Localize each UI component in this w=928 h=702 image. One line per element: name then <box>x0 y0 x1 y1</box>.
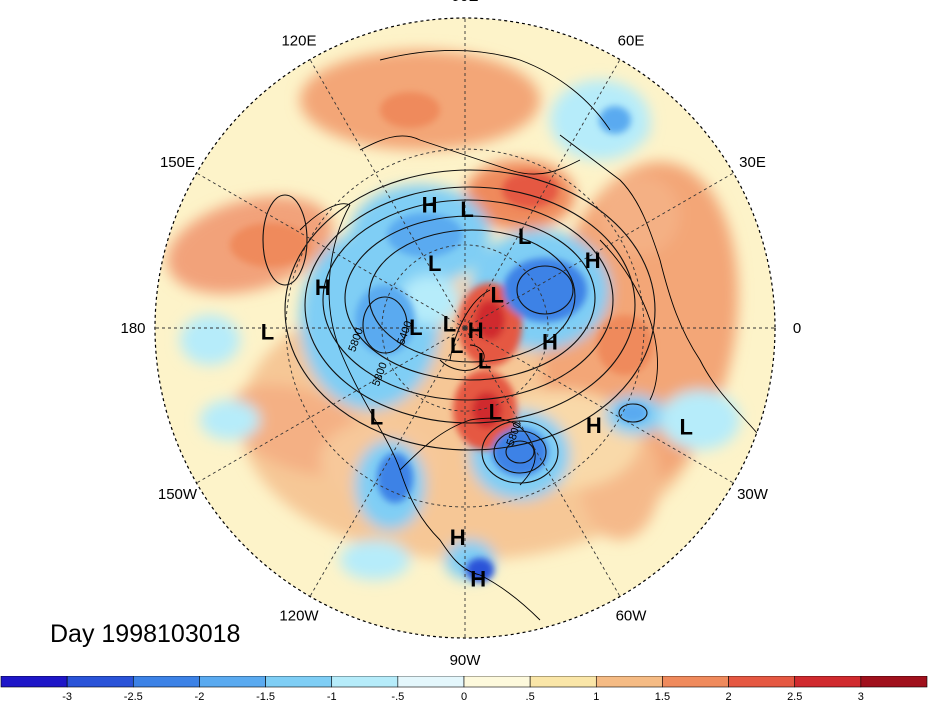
colorbar-tick-label: 0 <box>461 691 467 702</box>
lon-label-60w: 60W <box>616 608 648 625</box>
low-pressure-marker: L <box>428 251 441 276</box>
lat-lon-grid <box>155 18 775 638</box>
high-pressure-marker: H <box>468 318 484 343</box>
low-pressure-marker: L <box>489 400 502 425</box>
lon-label-150e: 150E <box>160 154 195 171</box>
lon-label-150w: 150W <box>158 486 198 503</box>
colorbar-tick-label: -2.5 <box>124 691 143 702</box>
lon-label-30e: 30E <box>739 154 766 171</box>
coastlines <box>299 50 771 621</box>
colorbar-swatch <box>794 676 862 688</box>
map-title: Day 1998103018 <box>50 620 241 648</box>
colorbar-tick-label: 1 <box>593 691 599 702</box>
low-pressure-marker: L <box>450 333 463 358</box>
lon-label-90e: 90E <box>452 0 479 5</box>
lon-label-90w: 90W <box>450 652 482 669</box>
low-pressure-marker: L <box>370 405 383 430</box>
low-pressure-marker: L <box>490 283 503 308</box>
lon-label-60e: 60E <box>618 32 645 49</box>
colorbar-swatch <box>132 676 200 688</box>
colorbar-tick-label: 2 <box>726 691 732 702</box>
lon-label-120e: 120E <box>281 32 316 49</box>
colorbar-swatch <box>397 676 465 688</box>
longitude-labels: 90E 120E 60E 150E 30E 180 0 150W 30W 120W 60W 90W <box>120 0 801 669</box>
colorbar-swatch <box>463 676 531 688</box>
colorbar-tick-label: -3 <box>62 691 72 702</box>
colorbar-swatch <box>662 676 729 688</box>
lon-label-30w: 30W <box>737 486 769 503</box>
lon-label-0: 0 <box>793 320 801 337</box>
colorbar-tick-label: -2 <box>195 691 205 702</box>
colorbar-swatch <box>860 676 928 688</box>
colorbar-swatch <box>66 676 134 688</box>
colorbar-swatch <box>529 676 597 688</box>
colorbar-tick-label: 1.5 <box>655 691 670 702</box>
high-pressure-marker: H <box>542 329 558 354</box>
colorbar-tick-label: -1 <box>327 691 337 702</box>
colorbar-tick-labels: -3 -2.5 -2 -1.5 -1 -.5 0 .5 1 1.5 2 2.5 3 <box>62 691 864 702</box>
colorbar-swatch <box>0 676 68 688</box>
colorbar-tick-label: 2.5 <box>787 691 802 702</box>
colorbar-swatch <box>199 676 266 688</box>
low-pressure-marker: L <box>261 319 274 344</box>
colorbar-tick-label: -.5 <box>391 691 404 702</box>
high-pressure-marker: H <box>422 193 438 218</box>
low-pressure-marker: L <box>460 197 473 222</box>
colorbar-swatch <box>265 676 333 688</box>
map-boundary <box>154 17 776 639</box>
lon-label-120w: 120W <box>279 608 319 625</box>
colorbar-tick-label: .5 <box>526 691 535 702</box>
high-pressure-marker: H <box>586 413 602 438</box>
colorbar-tick-label: -1.5 <box>256 691 275 702</box>
high-pressure-marker: H <box>470 567 486 592</box>
high-pressure-marker: H <box>450 525 466 550</box>
colorbar-tick-label: 3 <box>858 691 864 702</box>
height-contours <box>262 169 656 484</box>
colorbar-swatch <box>595 676 663 688</box>
colorbar: -3 -2.5 -2 -1.5 -1 -.5 0 .5 1 1.5 2 2.5 3 <box>0 676 928 702</box>
colorbar-swatch <box>728 676 796 688</box>
low-pressure-marker: L <box>478 349 491 374</box>
low-pressure-marker: L <box>409 315 422 340</box>
colorbar-swatches <box>0 676 928 688</box>
high-pressure-marker: H <box>585 248 601 273</box>
low-pressure-marker: L <box>518 224 531 249</box>
lon-label-180: 180 <box>120 320 145 337</box>
low-pressure-marker: L <box>680 415 693 440</box>
high-pressure-marker: H <box>315 275 331 300</box>
low-pressure-marker: L <box>443 311 456 336</box>
colorbar-swatch <box>331 676 399 688</box>
